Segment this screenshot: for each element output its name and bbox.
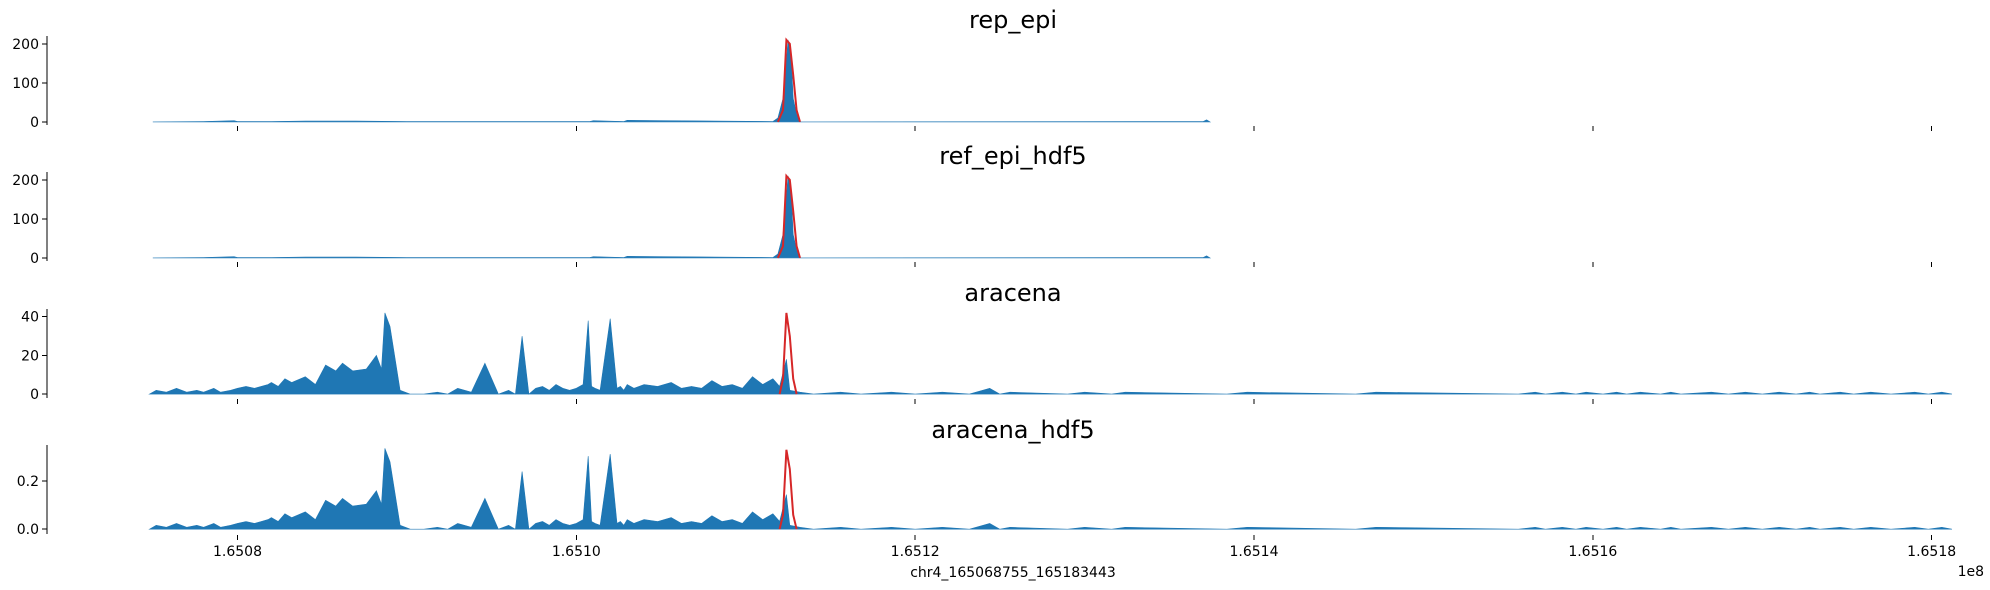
signal-area (148, 448, 1953, 530)
y-tick-label: 0 (30, 251, 39, 267)
panel-title: rep_epi (969, 6, 1057, 34)
x-tick-label: 1.6516 (1568, 544, 1617, 560)
highlight-peak-line (778, 312, 798, 395)
y-tick-label: 100 (12, 212, 39, 228)
panel-title: aracena (964, 279, 1061, 307)
y-tick-label: 0 (30, 387, 39, 403)
y-tick-label: 0 (30, 115, 39, 131)
x-tick-label: 1.6510 (552, 544, 601, 560)
x-tick-label: 1.6508 (213, 544, 262, 560)
y-tick-label: 100 (12, 76, 39, 92)
signal-area (148, 312, 1953, 395)
track-panel: ref_epi_hdf5 0 100 200 (12, 142, 1933, 267)
track-panel: aracena_hdf5 0.0 0.2 1.6508 1.6510 1.6512 1.65… (17, 416, 1956, 560)
signal-area (152, 39, 1212, 123)
track-panels: rep_epi0100200ref_epi_hdf50100200aracena… (12, 6, 1956, 560)
highlight-peak-line (778, 449, 798, 530)
y-tick-label: 200 (12, 173, 39, 189)
x-axis-label: chr4_165068755_165183443 (910, 565, 1116, 581)
panel-title: ref_epi_hdf5 (939, 142, 1086, 170)
y-tick-label: 20 (21, 348, 39, 364)
highlight-peak-line (776, 37, 801, 123)
y-tick-label: 200 (12, 37, 39, 53)
x-tick-label: 1.6518 (1907, 544, 1956, 560)
y-tick-label: 40 (21, 310, 39, 326)
signal-area (152, 175, 1212, 259)
track-panel: aracena 0 20 40 (21, 279, 1953, 404)
panel-title: aracena_hdf5 (931, 416, 1094, 444)
highlight-peak-line (776, 173, 801, 259)
track-panel: rep_epi 0 100 200 (12, 6, 1933, 131)
x-tick-label: 1.6512 (891, 544, 940, 560)
y-tick-label: 0.0 (17, 522, 39, 538)
x-axis-offset-label: 1e8 (1958, 564, 1984, 580)
y-tick-label: 0.2 (17, 474, 39, 490)
x-tick-label: 1.6514 (1230, 544, 1279, 560)
